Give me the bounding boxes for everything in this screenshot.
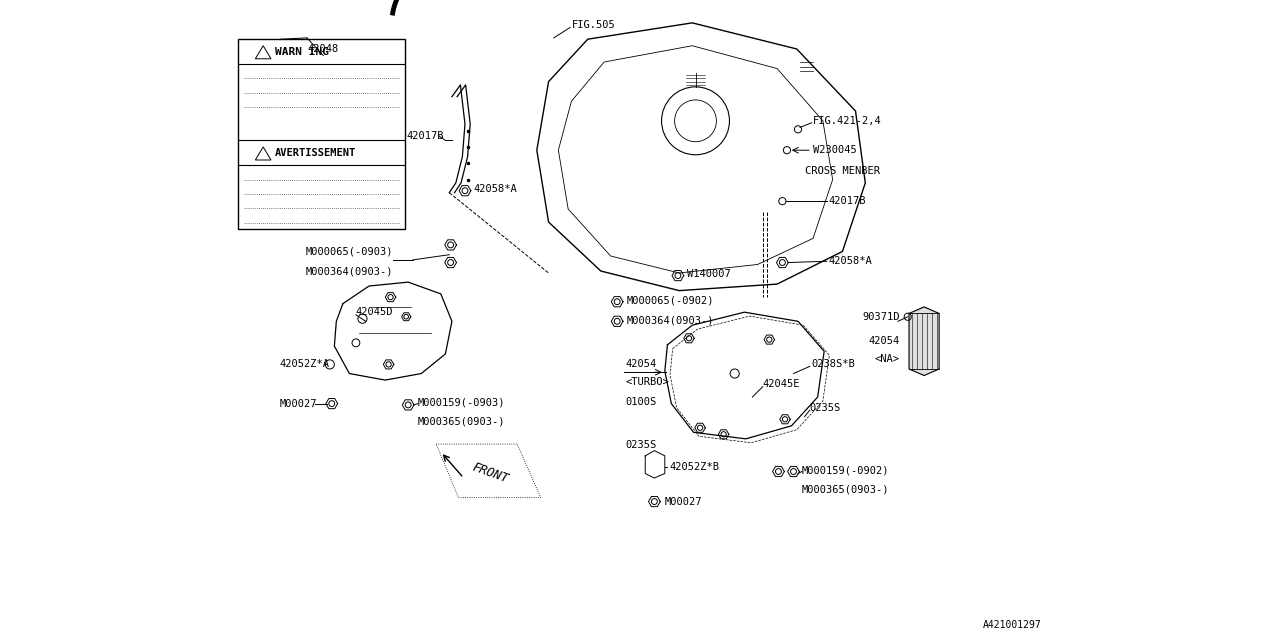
Text: M000364(0903-): M000364(0903-)	[627, 315, 714, 325]
Text: 42054: 42054	[869, 336, 900, 346]
Text: CROSS MENBER: CROSS MENBER	[805, 166, 879, 176]
Text: FIG.505: FIG.505	[571, 20, 616, 30]
Text: 42052Z*B: 42052Z*B	[669, 462, 719, 472]
Text: 42017B: 42017B	[828, 196, 865, 206]
Text: <TURBO>: <TURBO>	[626, 377, 669, 387]
Text: WARN ING: WARN ING	[275, 47, 329, 57]
Text: AVERTISSEMENT: AVERTISSEMENT	[275, 148, 356, 159]
FancyBboxPatch shape	[238, 39, 404, 228]
Text: M000159(-0902): M000159(-0902)	[803, 465, 890, 476]
Text: M000065(-0903): M000065(-0903)	[306, 246, 393, 257]
Text: W140007: W140007	[687, 269, 731, 279]
Text: 42045E: 42045E	[763, 379, 800, 389]
Text: 42058*A: 42058*A	[828, 256, 872, 266]
Text: 0235S: 0235S	[810, 403, 841, 413]
Polygon shape	[909, 307, 940, 376]
Text: M000065(-0902): M000065(-0902)	[627, 296, 714, 305]
Text: 90371D: 90371D	[863, 312, 900, 322]
Text: 42054: 42054	[626, 360, 657, 369]
Text: A421001297: A421001297	[983, 620, 1042, 630]
Text: 42045D: 42045D	[356, 307, 393, 317]
Text: M00027: M00027	[664, 497, 703, 506]
Text: M00027: M00027	[279, 399, 317, 408]
Text: FRONT: FRONT	[470, 461, 509, 486]
Polygon shape	[334, 282, 452, 380]
Text: 42058*A: 42058*A	[474, 184, 517, 195]
Text: 0235S: 0235S	[626, 440, 657, 451]
Text: 0238S*B: 0238S*B	[812, 360, 855, 369]
Text: M000159(-0903): M000159(-0903)	[419, 397, 506, 407]
Text: 42052Z*A: 42052Z*A	[279, 360, 329, 369]
Text: <NA>: <NA>	[876, 354, 900, 364]
Text: M000365(0903-): M000365(0903-)	[419, 417, 506, 427]
Text: M000364(0903-): M000364(0903-)	[306, 266, 393, 276]
Text: 42048: 42048	[307, 44, 339, 54]
Text: 0100S: 0100S	[626, 397, 657, 406]
Text: W230045: W230045	[813, 145, 856, 156]
Polygon shape	[664, 312, 824, 439]
Text: FIG.421-2,4: FIG.421-2,4	[813, 116, 882, 126]
Text: M000365(0903-): M000365(0903-)	[803, 484, 890, 495]
Text: 42017B: 42017B	[406, 131, 444, 141]
